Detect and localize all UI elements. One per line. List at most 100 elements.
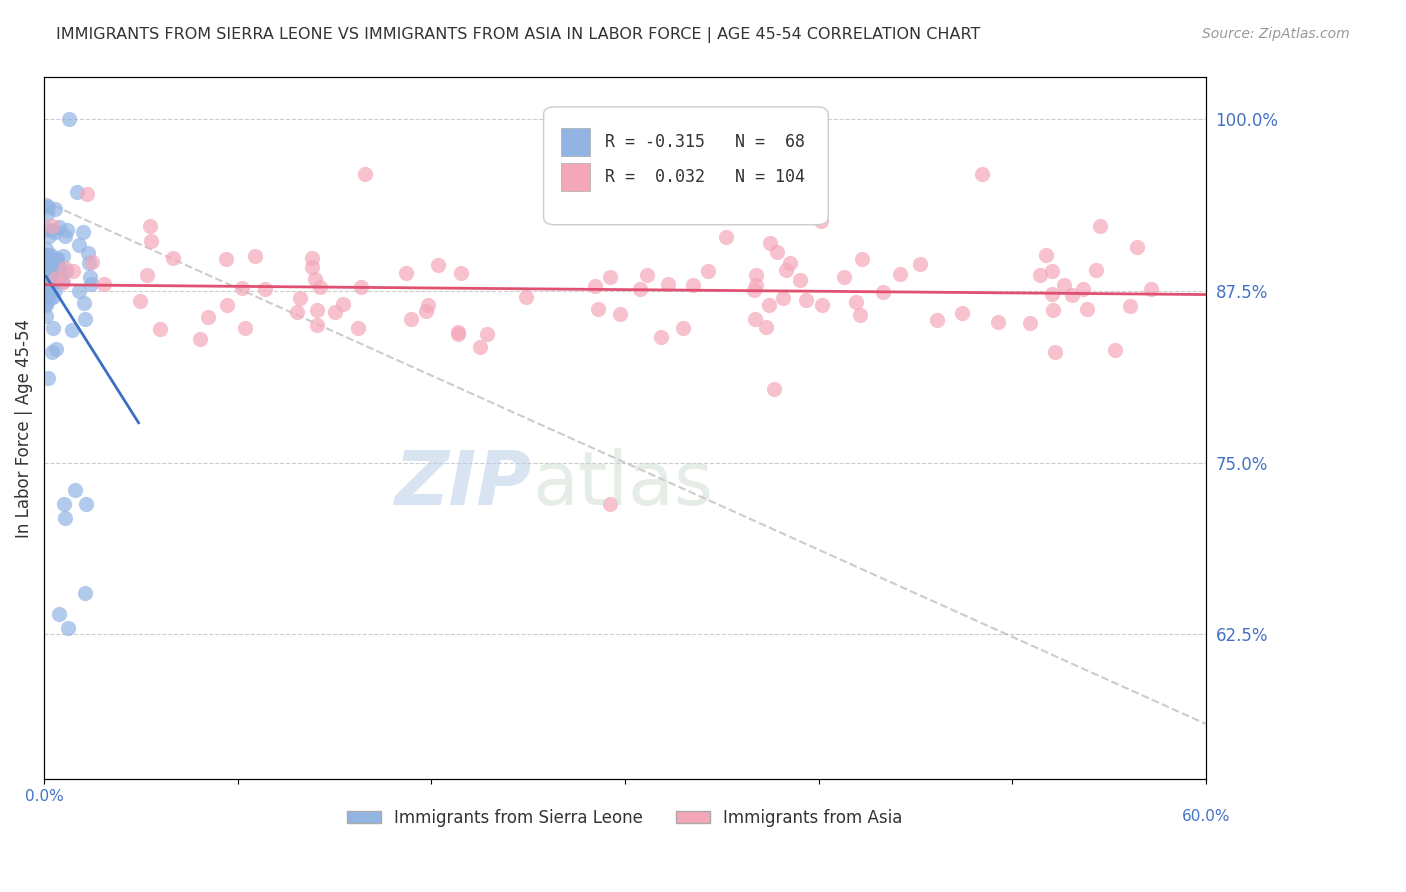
Point [744, 312, 766, 326]
Bar [561, 128, 591, 156]
Point [41, 277, 63, 291]
Point [672, 321, 695, 335]
Point [745, 268, 768, 282]
Point [775, 263, 797, 277]
Point [53, 229, 76, 244]
Point [197, 310, 219, 325]
Text: 60.0%: 60.0% [1181, 809, 1230, 824]
Point [1035, 248, 1057, 262]
Point [79, 269, 101, 284]
Point [307, 318, 329, 333]
Point [72, 225, 94, 239]
Point [41, 273, 63, 287]
Point [62, 263, 84, 277]
Text: Source: ZipAtlas.com: Source: ZipAtlas.com [1202, 27, 1350, 41]
Point [288, 291, 311, 305]
Point [609, 307, 631, 321]
Point [35, 292, 58, 306]
Point [51, 266, 73, 280]
Point [599, 497, 621, 511]
Point [44, 283, 66, 297]
Point [650, 329, 672, 343]
Point [39, 248, 62, 262]
Point [53, 497, 76, 511]
Point [233, 321, 256, 335]
Point [58, 112, 80, 126]
Point [1104, 343, 1126, 357]
Point [418, 298, 440, 312]
Point [162, 251, 184, 265]
Point [67, 237, 90, 252]
Point [35, 280, 58, 294]
Point [347, 321, 370, 335]
Point [42, 290, 65, 304]
Point [48, 270, 70, 285]
Point [73, 586, 96, 600]
Text: atlas: atlas [531, 448, 713, 521]
Point [35, 309, 58, 323]
Point [35, 266, 58, 280]
Point [215, 252, 238, 267]
Point [60, 323, 83, 337]
Point [38, 291, 60, 305]
Point [39, 260, 62, 274]
Point [889, 267, 911, 281]
Point [77, 246, 100, 260]
Point [304, 272, 326, 286]
Point [1126, 240, 1149, 254]
Point [415, 303, 437, 318]
Point [44, 272, 66, 286]
Point [779, 256, 801, 270]
Text: ZIP: ZIP [395, 448, 531, 521]
Point [76, 187, 98, 202]
Point [35, 249, 58, 263]
Point [1118, 299, 1140, 313]
Point [1085, 263, 1108, 277]
Point [73, 312, 96, 326]
Point [136, 268, 159, 282]
Point [51, 276, 73, 290]
Point [56, 621, 79, 635]
Point [399, 311, 422, 326]
Point [758, 235, 780, 250]
Point [599, 269, 621, 284]
Point [35, 279, 58, 293]
Point [772, 291, 794, 305]
Point [468, 340, 491, 354]
Point [657, 277, 679, 291]
Point [35, 276, 58, 290]
Point [1040, 287, 1063, 301]
Point [35, 248, 58, 262]
Point [682, 277, 704, 292]
Point [849, 308, 872, 322]
Point [38, 229, 60, 244]
Point [46, 252, 69, 267]
Point [1018, 316, 1040, 330]
Text: IMMIGRANTS FROM SIERRA LEONE VS IMMIGRANTS FROM ASIA IN LABOR FORCE | AGE 45-54 : IMMIGRANTS FROM SIERRA LEONE VS IMMIGRAN… [56, 27, 980, 43]
Point [75, 497, 97, 511]
Point [35, 221, 58, 235]
Point [583, 279, 606, 293]
Point [35, 285, 58, 299]
Point [810, 213, 832, 227]
Point [714, 230, 737, 244]
Point [53, 260, 76, 275]
Point [80, 254, 103, 268]
Point [810, 298, 832, 312]
Point [48, 607, 70, 621]
Point [39, 223, 62, 237]
Point [63, 483, 86, 497]
Point [44, 225, 66, 239]
Point [745, 277, 768, 292]
Point [766, 245, 789, 260]
Point [53, 510, 76, 524]
Point [636, 268, 658, 282]
Point [586, 301, 609, 316]
Point [1045, 345, 1067, 359]
Point [1090, 219, 1112, 233]
Point [301, 260, 323, 275]
Point [1029, 268, 1052, 283]
Point [45, 252, 67, 267]
Point [35, 207, 58, 221]
Point [845, 295, 868, 310]
